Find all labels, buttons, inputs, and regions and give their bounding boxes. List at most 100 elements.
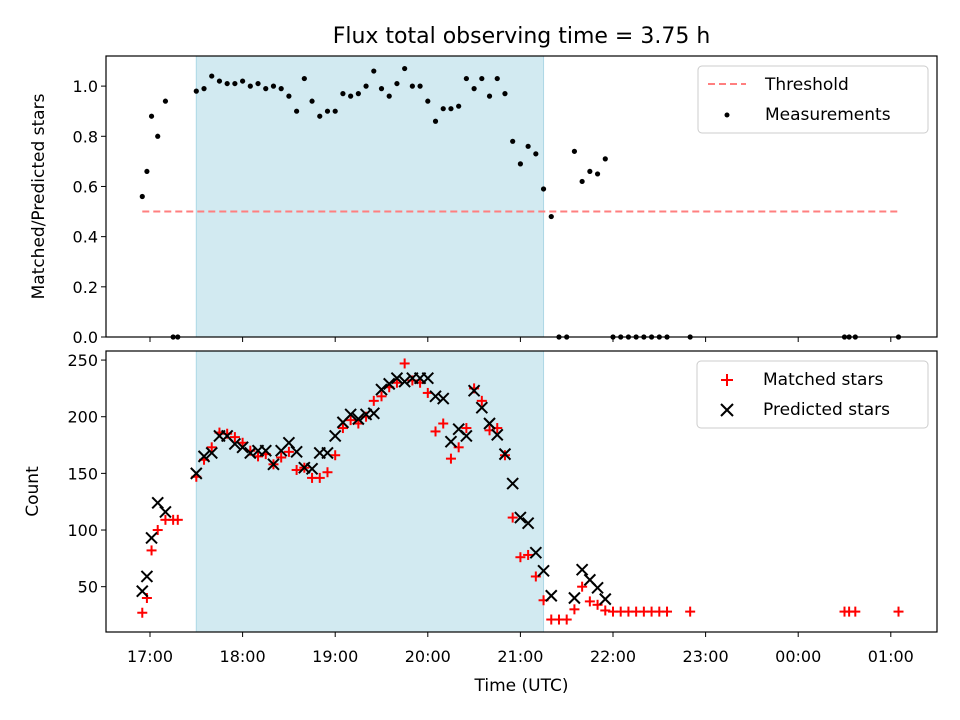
matched-star-point — [515, 552, 526, 563]
y-tick-label: 100 — [67, 521, 98, 540]
measurement-point — [216, 78, 223, 84]
matched-legend-swatch — [721, 374, 733, 386]
measurement-point — [425, 98, 431, 104]
predicted-star-point — [197, 450, 211, 463]
predicted-star-point — [145, 531, 158, 545]
matched-star-point — [577, 581, 588, 592]
measurement-point — [155, 133, 161, 139]
matched-star-point — [476, 395, 487, 406]
matched-star-point — [461, 423, 472, 434]
y-tick-label: 0.4 — [73, 228, 98, 247]
predicted-star-point — [390, 371, 404, 385]
measurement-point — [540, 186, 547, 192]
matched-star-point — [685, 606, 696, 617]
measurement-point — [525, 143, 531, 149]
measurements-legend-label: Measurements — [765, 105, 891, 125]
predicted-star-point — [506, 477, 519, 490]
matched-star-point — [291, 464, 302, 475]
measurement-point — [224, 80, 230, 87]
matched-star-point — [137, 607, 148, 618]
predicted-legend-swatch — [720, 403, 734, 417]
predicted-star-point — [344, 408, 357, 421]
x-tick-label: 18:00 — [220, 647, 266, 666]
predicted-star-point — [267, 458, 280, 471]
matched-star-point — [523, 549, 534, 560]
y-tick-label: 200 — [67, 408, 98, 427]
matched-legend-label: Matched stars — [763, 370, 883, 390]
x-tick-label: 20:00 — [405, 647, 451, 666]
bottom-y-axis-label: Count — [23, 466, 43, 517]
matched-star-point — [893, 606, 904, 617]
predicted-star-point — [244, 446, 257, 460]
measurements-legend-swatch — [724, 112, 730, 118]
matched-star-point — [430, 426, 441, 437]
predicted-star-point — [599, 592, 612, 606]
bottom-panel: 50 100 150 200 250 17:00 18:00 19:00 20:00 21:00 2… — [67, 350, 938, 666]
matched-star-point — [376, 391, 387, 402]
predicted-star-point — [568, 591, 581, 605]
predicted-star-point — [537, 564, 550, 578]
matched-star-point — [507, 512, 518, 523]
y-tick-label: 1.0 — [73, 77, 98, 96]
y-tick-label: 0.8 — [73, 127, 98, 146]
x-tick-label: 00:00 — [775, 647, 821, 666]
x-tick-label: 23:00 — [683, 647, 729, 666]
measurement-point — [533, 151, 539, 157]
measurement-point — [409, 83, 415, 89]
predicted-star-point — [460, 429, 473, 443]
measurement-point — [486, 93, 493, 99]
measurement-point — [162, 98, 169, 104]
measurement-point — [340, 91, 346, 97]
measurement-point — [240, 78, 246, 84]
predicted-star-point — [228, 437, 242, 451]
measurement-point — [456, 103, 462, 109]
predicted-star-point — [321, 446, 334, 460]
measurement-point — [317, 113, 323, 119]
x-tick-label: 19:00 — [312, 647, 358, 666]
measurement-point — [479, 75, 485, 82]
measurement-point — [602, 156, 608, 162]
matched-star-point — [206, 442, 217, 453]
x-tick-label: 17:00 — [127, 647, 173, 666]
measurement-point — [378, 86, 385, 92]
predicted-star-point — [429, 390, 442, 403]
x-axis-label: Time (UTC) — [474, 676, 569, 696]
predicted-star-point — [375, 383, 388, 396]
measurement-point — [139, 193, 145, 200]
y-tick-label: 150 — [67, 464, 98, 483]
y-tick-label: 0.0 — [73, 328, 98, 347]
measurement-point — [463, 75, 469, 82]
predicted-star-point — [352, 412, 365, 426]
measurement-point — [402, 65, 408, 72]
measurement-point — [301, 75, 307, 82]
y-tick-label: 50 — [78, 578, 98, 597]
matched-star-point — [146, 545, 157, 556]
measurement-point — [510, 138, 516, 144]
top-panel: 0.0 0.2 0.4 0.6 0.8 1.0 — [73, 55, 938, 347]
measurement-point — [548, 213, 554, 220]
matched-star-point — [561, 614, 572, 625]
predicted-legend-label: Predicted stars — [763, 400, 890, 420]
measurement-point — [348, 93, 354, 99]
matched-star-point — [152, 525, 163, 536]
bottom-legend: Matched stars Predicted stars — [696, 360, 929, 429]
predicted-star-point — [398, 375, 411, 388]
matched-star-point — [569, 604, 580, 615]
matched-star-point — [322, 467, 333, 478]
measurement-point — [263, 86, 269, 92]
measurement-point — [247, 83, 253, 89]
predicted-star-point — [545, 589, 558, 602]
predicted-star-point — [529, 546, 543, 559]
measurement-point — [193, 88, 199, 94]
measurement-point — [417, 83, 423, 89]
predicted-star-point — [475, 401, 489, 414]
matched-star-point — [276, 452, 287, 463]
measurement-point — [270, 83, 277, 89]
predicted-star-point — [521, 517, 535, 530]
matched-star-point — [584, 596, 595, 607]
chart-title: Flux total observing time = 3.75 h — [333, 24, 711, 49]
measurement-point — [571, 148, 578, 154]
measurement-point — [332, 108, 338, 114]
matched-star-point — [314, 472, 325, 483]
